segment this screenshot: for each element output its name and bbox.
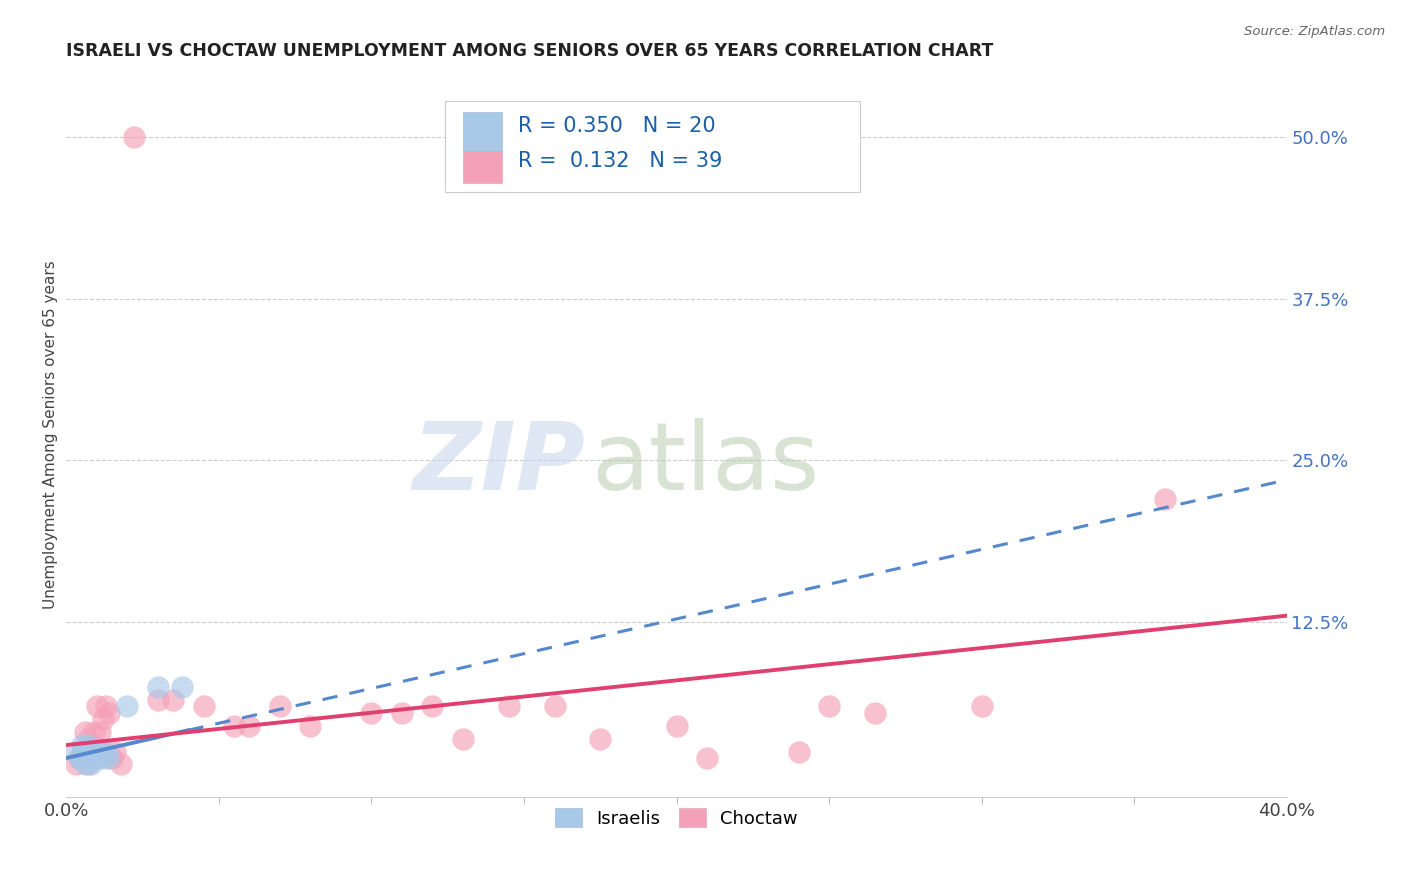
Text: R = 0.350   N = 20: R = 0.350 N = 20	[517, 116, 716, 136]
Text: Source: ZipAtlas.com: Source: ZipAtlas.com	[1244, 25, 1385, 38]
Point	[89, 745, 111, 759]
Point	[91, 712, 114, 726]
Point	[83, 745, 105, 759]
Point	[70, 738, 93, 752]
Point	[146, 692, 169, 706]
Point	[1153, 492, 1175, 507]
Point	[91, 745, 114, 759]
Point	[91, 751, 114, 765]
FancyBboxPatch shape	[444, 102, 859, 192]
Point	[696, 751, 718, 765]
Point	[589, 731, 612, 746]
Legend: Israelis, Choctaw: Israelis, Choctaw	[548, 801, 806, 835]
Text: ISRAELI VS CHOCTAW UNEMPLOYMENT AMONG SENIORS OVER 65 YEARS CORRELATION CHART: ISRAELI VS CHOCTAW UNEMPLOYMENT AMONG SE…	[66, 42, 994, 60]
Point	[146, 680, 169, 694]
Point	[543, 699, 565, 714]
Point	[80, 745, 103, 759]
Point	[193, 699, 215, 714]
Point	[76, 731, 98, 746]
Point	[665, 718, 688, 732]
Point	[65, 745, 87, 759]
Point	[238, 718, 260, 732]
Point	[76, 738, 98, 752]
Point	[73, 745, 96, 759]
Point	[67, 751, 90, 765]
Point	[269, 699, 291, 714]
Point	[299, 718, 322, 732]
Point	[162, 692, 184, 706]
Point	[172, 680, 194, 694]
Point	[83, 751, 105, 765]
Point	[70, 751, 93, 765]
Point	[970, 699, 993, 714]
Point	[391, 706, 413, 720]
Text: ZIP: ZIP	[412, 417, 585, 509]
Point	[117, 699, 139, 714]
Text: atlas: atlas	[591, 417, 820, 509]
Point	[122, 130, 145, 145]
Point	[863, 706, 886, 720]
Point	[86, 699, 108, 714]
Point	[80, 745, 103, 759]
Point	[98, 706, 121, 720]
Point	[76, 757, 98, 772]
Point	[818, 699, 841, 714]
Point	[73, 757, 96, 772]
Point	[86, 751, 108, 765]
Point	[110, 757, 132, 772]
Point	[89, 725, 111, 739]
Y-axis label: Unemployment Among Seniors over 65 years: Unemployment Among Seniors over 65 years	[44, 260, 58, 609]
Point	[83, 725, 105, 739]
Point	[101, 751, 124, 765]
FancyBboxPatch shape	[463, 112, 502, 153]
Point	[73, 725, 96, 739]
Point	[224, 718, 246, 732]
FancyBboxPatch shape	[463, 151, 502, 183]
Point	[104, 745, 127, 759]
Point	[70, 745, 93, 759]
Point	[65, 757, 87, 772]
Point	[98, 751, 121, 765]
Point	[422, 699, 444, 714]
Text: R =  0.132   N = 39: R = 0.132 N = 39	[517, 151, 723, 170]
Point	[360, 706, 382, 720]
Point	[787, 745, 810, 759]
Point	[67, 751, 90, 765]
Point	[94, 745, 117, 759]
Point	[80, 757, 103, 772]
Point	[498, 699, 520, 714]
Point	[76, 751, 98, 765]
Point	[94, 699, 117, 714]
Point	[451, 731, 474, 746]
